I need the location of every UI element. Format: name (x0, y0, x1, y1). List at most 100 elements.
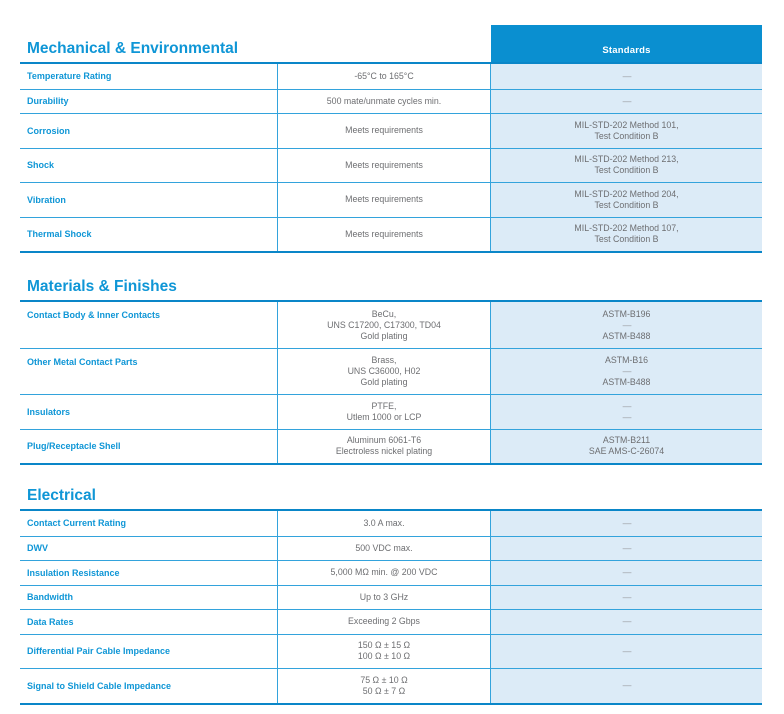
text-line: — (622, 616, 632, 627)
text-line: — (622, 400, 632, 411)
row-value: 75 Ω ± 10 Ω 50 Ω ± 7 Ω (277, 669, 491, 703)
section-electrical: Electrical Contact Current Rating 3.0 A m… (20, 487, 762, 705)
table-row: DWV 500 VDC max. — (20, 535, 762, 560)
standards-header-label: Standards (602, 45, 651, 56)
row-value: 3.0 A max. (277, 511, 491, 536)
text-line: PTFE, (371, 400, 397, 411)
text-line: Electroless nickel plating (335, 446, 433, 457)
row-value: -65°C to 165°C (277, 64, 491, 89)
text-line: Test Condition B (594, 199, 659, 210)
text-line: Aluminum 6061-T6 (346, 435, 422, 446)
text-line: ASTM-B211 (602, 435, 651, 446)
text-line: 3.0 A max. (363, 517, 405, 528)
row-label: Temperature Rating (27, 71, 112, 82)
table-row: Shock Meets requirements MIL-STD-202 Metho… (20, 147, 762, 182)
text-line: ASTM-B488 (602, 377, 651, 387)
row-standard: — (491, 89, 762, 113)
table-row: Plug/Receptacle Shell Aluminum 6061-T6 Ele… (20, 428, 762, 463)
row-value: Up to 3 GHz (277, 585, 491, 609)
text-line: 150 Ω ± 15 Ω (357, 640, 411, 651)
row-standard: ASTM-B16— ASTM-B488 (491, 349, 762, 394)
section-mechanical-environmental: Mechanical & Environmental Temperature R… (20, 40, 762, 253)
table-row: Bandwidth Up to 3 GHz — (20, 584, 762, 609)
row-value: Aluminum 6061-T6 Electroless nickel plati… (277, 429, 491, 463)
text-line: MIL-STD-202 Method 101, (574, 119, 679, 130)
text-line: — (622, 70, 632, 81)
row-standard: — (491, 64, 762, 89)
table-row: Vibration Meets requirements MIL-STD-202 M… (20, 182, 762, 217)
text-line: Meets requirements (345, 228, 423, 239)
section-title: Materials & Finishes (27, 278, 177, 295)
text-line: Gold plating (360, 330, 408, 341)
text-line: Exceeding 2 Gbps (348, 616, 420, 627)
row-label: Differential Pair Cable Impedance (27, 646, 171, 657)
row-value: BeCu, UNS C17200, C17300, TD04 Gold platin… (277, 302, 491, 348)
row-standard: — — (491, 395, 762, 429)
row-standard: MIL-STD-202 Method 204, Test Condition B (491, 183, 762, 217)
text-line: Test Condition B (594, 130, 659, 141)
text-line: Meets requirements (345, 159, 423, 170)
text-line: BeCu, (371, 308, 397, 319)
row-value: Brass, UNS C36000, H02 Gold plating (277, 349, 491, 394)
text-line: SAE AMS-C-26074 (588, 446, 665, 457)
row-label: Plug/Receptacle Shell (27, 441, 121, 452)
row-standard: MIL-STD-202 Method 213, Test Condition B (491, 148, 762, 182)
row-label: DWV (27, 543, 48, 554)
text-line: ASTM-B488 (602, 330, 651, 341)
spec-table: Contact Current Rating 3.0 A max. — DWV 500 … (20, 509, 762, 705)
row-standard: — (491, 669, 762, 703)
text-line: — (622, 517, 632, 528)
text-line: Brass, (371, 355, 397, 365)
row-label: Shock (27, 160, 55, 171)
table-row: Durability 500 mate/unmate cycles min. — (20, 88, 762, 113)
row-label: Corrosion (27, 125, 71, 136)
row-value: 500 VDC max. (277, 536, 491, 560)
row-label: Contact Current Rating (27, 518, 126, 529)
row-standard: — (491, 610, 762, 634)
standards-column-header: Standards (491, 25, 762, 62)
row-label: Thermal Shock (27, 229, 92, 240)
text-line: — (622, 567, 632, 578)
text-line: Meets requirements (345, 194, 423, 205)
row-value: 150 Ω ± 15 Ω 100 Ω ± 10 Ω (277, 634, 491, 668)
section-title: Electrical (27, 487, 96, 504)
text-line: — (622, 366, 632, 376)
row-standard: — (491, 585, 762, 609)
text-line: Test Condition B (594, 234, 659, 245)
row-label: Data Rates (27, 616, 74, 627)
row-standard: ASTM-B211 SAE AMS-C-26074 (491, 429, 762, 463)
table-row: Data Rates Exceeding 2 Gbps — (20, 609, 762, 634)
text-line: Utlem 1000 or LCP (346, 411, 422, 422)
row-label: Other Metal Contact Parts (27, 357, 138, 367)
text-line: UNS C17200, C17300, TD04 (327, 319, 441, 330)
table-row: Contact Body & Inner Contacts BeCu, UNS C1… (20, 302, 762, 348)
row-standard: — (491, 511, 762, 536)
text-line: ASTM-B16 (604, 355, 649, 365)
row-label: Bandwidth (27, 592, 73, 603)
text-line: 100 Ω ± 10 Ω (357, 651, 411, 662)
row-standard: ASTM-B196— ASTM-B488 (491, 302, 762, 348)
text-line: 50 Ω ± 7 Ω (362, 685, 406, 696)
row-value: PTFE, Utlem 1000 or LCP (277, 395, 491, 429)
text-line: 500 mate/unmate cycles min. (326, 95, 442, 106)
spec-table: Temperature Rating -65°C to 165°C — Durabil… (20, 62, 762, 253)
table-row: Temperature Rating -65°C to 165°C — (20, 64, 762, 89)
text-line: Test Condition B (594, 165, 659, 176)
text-line: — (622, 95, 632, 106)
spec-table: Contact Body & Inner Contacts BeCu, UNS C1… (20, 300, 762, 465)
table-row: Contact Current Rating 3.0 A max. — (20, 511, 762, 536)
table-row: Signal to Shield Cable Impedance 75 Ω ± 1… (20, 668, 762, 703)
text-line: ASTM-B196 (602, 308, 651, 319)
text-line: Gold plating (360, 377, 408, 387)
row-value: Meets requirements (277, 114, 491, 148)
text-line: — (622, 680, 632, 691)
table-row: Thermal Shock Meets requirements MIL-STD-2… (20, 216, 762, 251)
row-standard: MIL-STD-202 Method 107, Test Condition B (491, 217, 762, 251)
table-row: Insulation Resistance 5,000 MΩ min. @ 200… (20, 560, 762, 585)
table-row: Other Metal Contact Parts Brass, UNS C3600… (20, 348, 762, 394)
text-line: — (622, 645, 632, 656)
text-line: Meets requirements (345, 125, 423, 136)
text-line: 75 Ω ± 10 Ω (360, 674, 408, 685)
text-line: — (622, 319, 632, 330)
